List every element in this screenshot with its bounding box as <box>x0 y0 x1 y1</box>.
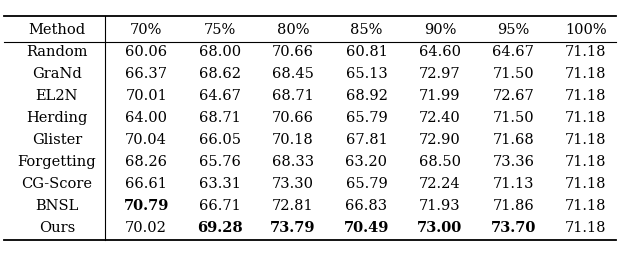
Text: 66.71: 66.71 <box>198 199 241 213</box>
Text: Method: Method <box>29 23 86 37</box>
Text: 68.45: 68.45 <box>272 67 314 81</box>
Text: 63.31: 63.31 <box>198 177 241 191</box>
Text: 66.61: 66.61 <box>125 177 167 191</box>
Text: CG-Score: CG-Score <box>22 177 92 191</box>
Text: GraNd: GraNd <box>32 67 82 81</box>
Text: 64.67: 64.67 <box>492 45 534 59</box>
Text: 68.00: 68.00 <box>198 45 241 59</box>
Text: 71.18: 71.18 <box>565 221 606 235</box>
Text: 68.26: 68.26 <box>125 155 167 169</box>
Text: 70.18: 70.18 <box>272 133 314 147</box>
Text: 72.40: 72.40 <box>419 111 461 125</box>
Text: 73.70: 73.70 <box>490 221 536 235</box>
Text: BNSL: BNSL <box>35 199 79 213</box>
Text: 71.18: 71.18 <box>565 177 606 191</box>
Text: 71.18: 71.18 <box>565 111 606 125</box>
Text: 72.90: 72.90 <box>419 133 461 147</box>
Text: 64.67: 64.67 <box>198 89 241 103</box>
Text: 73.79: 73.79 <box>270 221 316 235</box>
Text: 71.86: 71.86 <box>492 199 534 213</box>
Text: 68.92: 68.92 <box>345 89 388 103</box>
Text: 72.67: 72.67 <box>492 89 534 103</box>
Text: Glister: Glister <box>32 133 82 147</box>
Text: 95%: 95% <box>497 23 529 37</box>
Text: EL2N: EL2N <box>36 89 78 103</box>
Text: 66.83: 66.83 <box>345 199 388 213</box>
Text: 69.28: 69.28 <box>197 221 242 235</box>
Text: 70.66: 70.66 <box>272 45 314 59</box>
Text: 73.36: 73.36 <box>492 155 534 169</box>
Text: 60.81: 60.81 <box>345 45 388 59</box>
Text: 68.71: 68.71 <box>272 89 314 103</box>
Text: 71.18: 71.18 <box>565 133 606 147</box>
Text: 67.81: 67.81 <box>345 133 388 147</box>
Text: 70.49: 70.49 <box>343 221 389 235</box>
Text: 72.24: 72.24 <box>419 177 461 191</box>
Text: 66.05: 66.05 <box>198 133 241 147</box>
Text: 66.37: 66.37 <box>125 67 167 81</box>
Text: 71.99: 71.99 <box>419 89 461 103</box>
Text: 71.18: 71.18 <box>565 67 606 81</box>
Text: 68.71: 68.71 <box>198 111 241 125</box>
Text: 68.62: 68.62 <box>198 67 241 81</box>
Text: 100%: 100% <box>565 23 606 37</box>
Text: 64.60: 64.60 <box>419 45 461 59</box>
Text: 68.50: 68.50 <box>419 155 461 169</box>
Text: Ours: Ours <box>39 221 75 235</box>
Text: Herding: Herding <box>26 111 87 125</box>
Text: 63.20: 63.20 <box>345 155 388 169</box>
Text: 72.81: 72.81 <box>272 199 314 213</box>
Text: 65.79: 65.79 <box>345 177 388 191</box>
Text: 71.50: 71.50 <box>492 111 534 125</box>
Text: 65.76: 65.76 <box>198 155 241 169</box>
Text: 70.01: 70.01 <box>125 89 167 103</box>
Text: 70.02: 70.02 <box>125 221 167 235</box>
Text: 71.93: 71.93 <box>419 199 461 213</box>
Text: 70.66: 70.66 <box>272 111 314 125</box>
Text: 90%: 90% <box>423 23 456 37</box>
Text: 70%: 70% <box>130 23 162 37</box>
Text: 70.04: 70.04 <box>125 133 167 147</box>
Text: 64.00: 64.00 <box>125 111 167 125</box>
Text: 85%: 85% <box>350 23 383 37</box>
Text: 73.00: 73.00 <box>417 221 463 235</box>
Text: 71.50: 71.50 <box>492 67 534 81</box>
Text: 75%: 75% <box>203 23 236 37</box>
Text: 71.68: 71.68 <box>492 133 534 147</box>
Text: 72.97: 72.97 <box>419 67 461 81</box>
Text: 71.18: 71.18 <box>565 199 606 213</box>
Text: 71.18: 71.18 <box>565 89 606 103</box>
Text: 60.06: 60.06 <box>125 45 167 59</box>
Text: 70.79: 70.79 <box>123 199 169 213</box>
Text: 71.13: 71.13 <box>493 177 534 191</box>
Text: Forgetting: Forgetting <box>17 155 96 169</box>
Text: 73.30: 73.30 <box>272 177 314 191</box>
Text: 71.18: 71.18 <box>565 155 606 169</box>
Text: 71.18: 71.18 <box>565 45 606 59</box>
Text: Random: Random <box>26 45 87 59</box>
Text: 65.13: 65.13 <box>345 67 388 81</box>
Text: 80%: 80% <box>277 23 309 37</box>
Text: 68.33: 68.33 <box>272 155 314 169</box>
Text: 65.79: 65.79 <box>345 111 388 125</box>
